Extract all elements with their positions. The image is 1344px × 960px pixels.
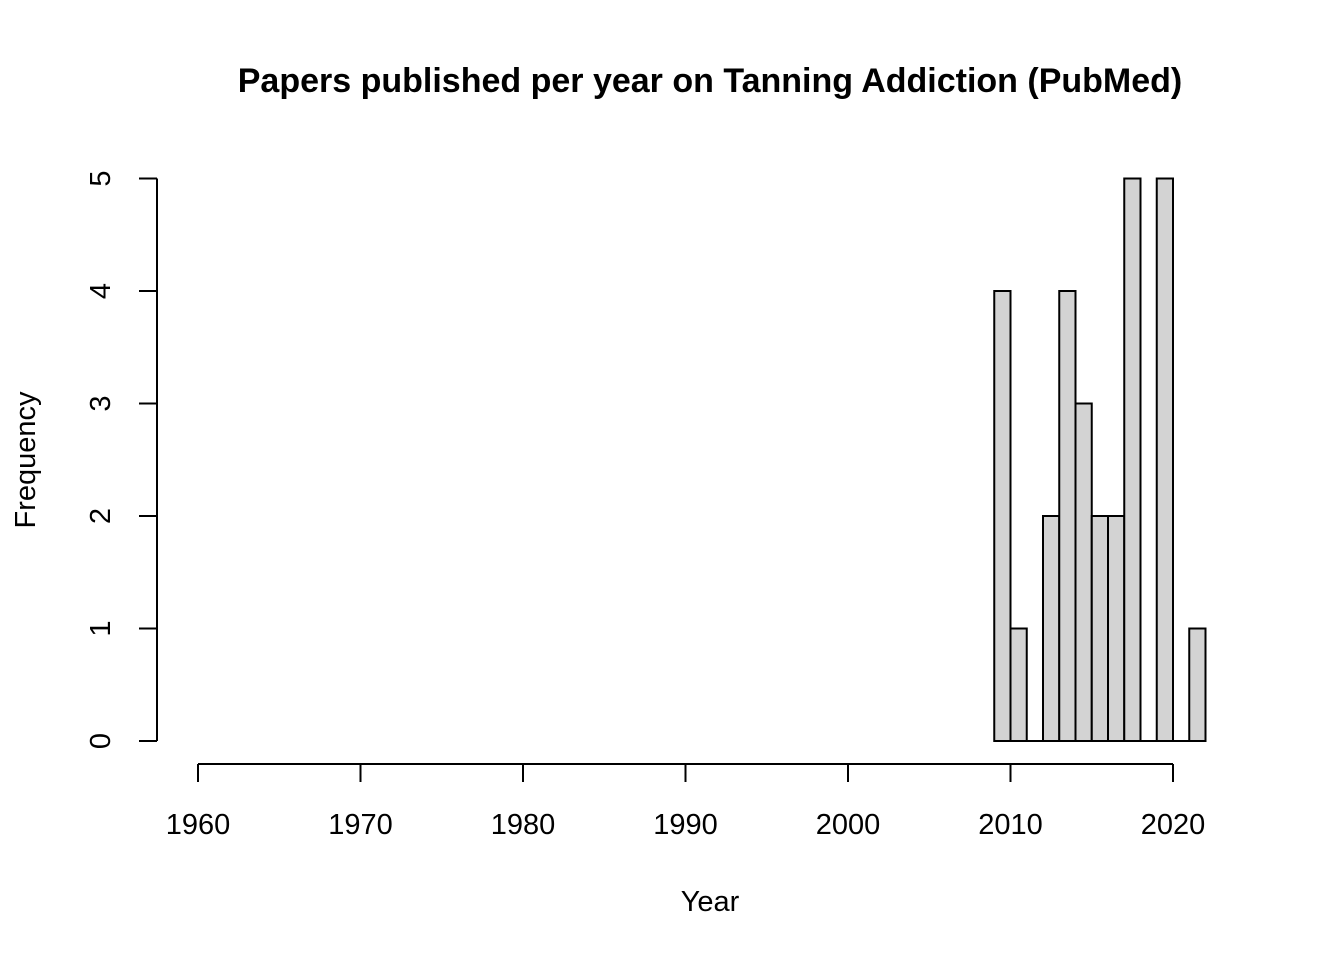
histogram-bar [1042, 515, 1061, 742]
y-tick-label: 3 [85, 395, 117, 411]
histogram-bar [1009, 627, 1028, 742]
x-tick-label: 1970 [328, 809, 393, 841]
x-tick-label: 2010 [978, 809, 1043, 841]
x-tick-label: 2000 [816, 809, 881, 841]
histogram-bar [1123, 177, 1142, 742]
histogram-bar [1074, 402, 1093, 742]
x-tick-label: 1960 [166, 809, 231, 841]
histogram-bar [993, 290, 1012, 742]
x-tick-label: 2020 [1141, 809, 1206, 841]
y-tick-label: 2 [85, 508, 117, 524]
x-tick-label: 1990 [653, 809, 718, 841]
y-tick-label: 0 [85, 733, 117, 749]
x-axis: 1960 1970 1980 1990 2000 2010 2020 [166, 763, 1206, 841]
histogram-bar [1155, 177, 1174, 742]
y-tick-label: 4 [85, 283, 117, 299]
x-tick-label: 1980 [491, 809, 556, 841]
y-tick-label: 5 [85, 170, 117, 186]
y-axis-label: Frequency [10, 391, 42, 529]
y-axis: 0 1 2 3 4 5 [85, 170, 158, 749]
chart-title: Papers published per year on Tanning Add… [238, 62, 1183, 100]
x-axis-label: Year [681, 886, 740, 918]
bars-group [993, 177, 1207, 742]
histogram-bar [1090, 515, 1109, 742]
y-tick-label: 1 [85, 620, 117, 636]
histogram-bar [1058, 290, 1077, 742]
histogram-bar [1107, 515, 1126, 742]
histogram-bar [1188, 627, 1207, 742]
